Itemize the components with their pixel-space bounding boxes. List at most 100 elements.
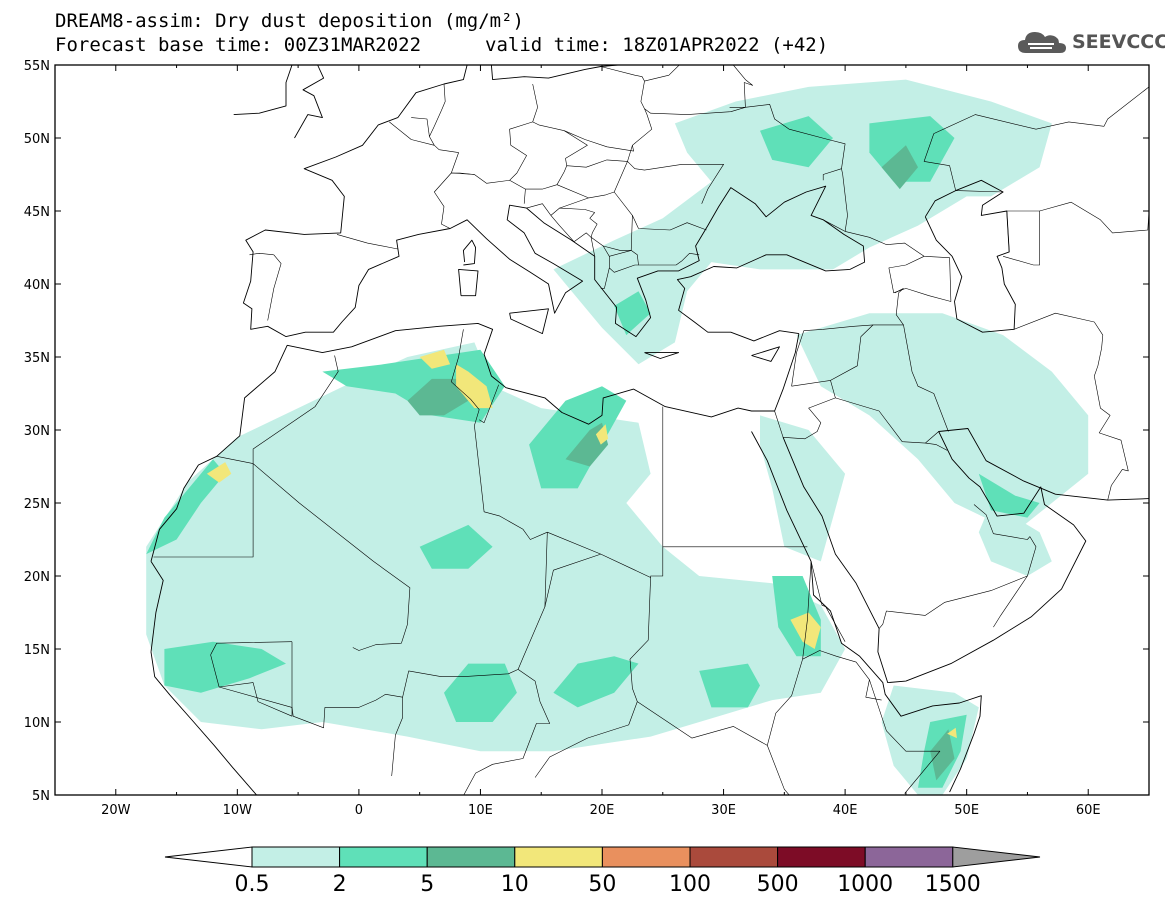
forecast-base-time: Forecast base time: 00Z31MAR2022 (55, 34, 422, 56)
deposition-area-c3-23 (930, 729, 955, 781)
border-23 (835, 397, 939, 444)
deposition-area-c2-13 (699, 663, 760, 708)
deposition-area-c4-26 (456, 364, 493, 409)
border-48 (526, 203, 552, 216)
colorbar-label: 1000 (837, 872, 893, 897)
lon-tick-label: 30E (711, 803, 736, 818)
border-50 (433, 159, 628, 229)
border-63 (267, 254, 282, 321)
axis-ticks: 20W 10W 0 10E 20E 30E 40E 50E 60E 55N 50N 45N 40N 35N… (24, 59, 1150, 818)
border-1 (216, 456, 254, 464)
border-43 (608, 256, 639, 273)
colorbar-label: 2 (333, 872, 347, 897)
border-46 (589, 212, 598, 238)
lat-tick-label: 10N (24, 716, 50, 731)
lat-tick-label: 35N (24, 351, 50, 366)
lat-tick-label: 45N (24, 205, 50, 220)
border-16 (767, 745, 790, 795)
deposition-area-c4-29 (595, 424, 609, 445)
coastline-5 (242, 65, 866, 342)
border-57 (509, 121, 588, 181)
lat-tick-label: 5N (32, 789, 50, 804)
border-18 (869, 679, 941, 794)
colorbar-swatch-c5 (601, 846, 691, 868)
coastline-10 (458, 268, 479, 297)
border-12 (463, 669, 551, 795)
border-4 (450, 329, 548, 540)
border-49 (559, 191, 615, 209)
colorbar: 0.5 2 5 10 50 100 500 1000 1500 (164, 846, 1041, 897)
coastline-2 (150, 561, 164, 652)
forecast-time-line: Forecast base time: 00Z31MAR2022 valid ti… (55, 34, 828, 56)
border-64 (249, 253, 274, 256)
colorbar-label: 100 (669, 872, 711, 897)
border-13 (544, 553, 601, 607)
border-27 (993, 575, 1028, 628)
lon-tick-label: 20W (101, 803, 131, 818)
coastline-12 (644, 352, 680, 359)
deposition-area-c2-17 (760, 116, 833, 168)
lon-tick-label: 20E (590, 803, 615, 818)
border-38 (729, 65, 754, 108)
border-0 (153, 463, 254, 558)
lon-tick-label: 0 (355, 803, 363, 818)
country-borders (153, 65, 1149, 795)
deposition-area-c2-11 (553, 656, 639, 708)
deposition-area-c4-27 (419, 349, 451, 369)
border-10 (210, 641, 293, 655)
lat-tick-label: 25N (24, 497, 50, 512)
border-20 (791, 288, 904, 387)
colorbar-swatch-c2 (339, 846, 428, 868)
colorbar-label: 0.5 (235, 872, 270, 897)
border-31 (1013, 312, 1129, 501)
deposition-area-c4-28 (790, 612, 821, 649)
border-24 (925, 442, 948, 451)
border-32 (1003, 201, 1149, 266)
lat-tick-label: 55N (24, 59, 50, 74)
border-59 (564, 130, 634, 152)
deposition-area-c2-14 (164, 641, 286, 693)
lat-tick-label: 15N (24, 643, 50, 658)
seevccc-logo: SEEVCCC (1016, 28, 1165, 56)
deposition-area-c2-20 (978, 473, 1040, 518)
border-28 (823, 219, 952, 302)
deposition-area-c1-0 (146, 342, 846, 752)
border-37 (627, 104, 846, 169)
colorbar-swatch-c6 (689, 846, 779, 868)
border-56 (411, 117, 430, 137)
deposition-area-c3-24 (881, 145, 918, 190)
border-9 (219, 641, 293, 717)
coastline-0 (150, 651, 258, 795)
colorbar-label: 500 (757, 872, 799, 897)
lat-tick-label: 20N (24, 570, 50, 585)
lon-tick-label: 40E (833, 803, 858, 818)
border-40 (630, 215, 700, 266)
colorbar-swatch-c8 (864, 846, 954, 868)
lon-tick-label: 10W (223, 803, 253, 818)
border-17 (802, 650, 882, 701)
coastline-6 (490, 65, 618, 81)
border-61 (644, 65, 680, 82)
border-44 (600, 267, 610, 289)
deposition-area-c2-19 (614, 291, 651, 336)
colorbar-label: 5 (420, 872, 434, 897)
deposition-area-c3-21 (407, 378, 469, 416)
lat-tick-label: 30N (24, 424, 50, 439)
border-3 (252, 355, 339, 464)
deposition-area-c1-4 (760, 415, 846, 562)
cloud-icon (1018, 32, 1066, 53)
colorbar-label: 1500 (925, 872, 981, 897)
border-21 (791, 324, 874, 387)
deposition-area-c4-25 (206, 462, 232, 483)
colorbar-swatch-c7 (777, 846, 866, 868)
logo-text: SEEVCCC (1072, 31, 1165, 53)
map-title: DREAM8-assim: Dry dust deposition (mg/m²… (55, 10, 524, 32)
border-54 (429, 83, 459, 174)
border-11 (402, 532, 548, 698)
border-45 (571, 232, 592, 242)
deposition-fields (146, 79, 1089, 795)
border-36 (822, 168, 848, 232)
border-35 (923, 86, 1149, 193)
border-25 (903, 324, 949, 432)
